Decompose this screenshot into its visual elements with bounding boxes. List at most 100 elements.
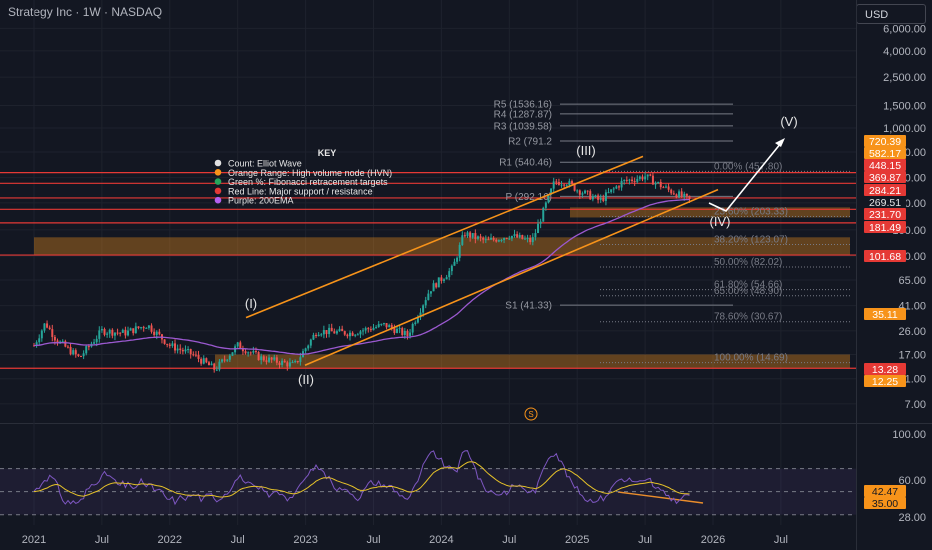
candle-body (500, 240, 503, 242)
wave-label: (I) (245, 296, 257, 311)
candle-body (194, 354, 197, 356)
candle-body (560, 184, 563, 186)
candle-body (153, 331, 156, 335)
candle-body (565, 185, 568, 187)
candle-body (257, 352, 260, 361)
candle-body (484, 239, 487, 241)
candle-body (672, 193, 675, 195)
candle-body (278, 362, 281, 365)
candle-body (411, 324, 414, 333)
price-label-badge (864, 363, 906, 375)
ema-200-line (33, 198, 690, 355)
price-label-badge (864, 159, 906, 171)
axis-separator (856, 0, 857, 550)
candle-body (291, 362, 294, 364)
candle-body (372, 327, 375, 331)
candle-body (189, 349, 192, 355)
osc-value-badge (864, 485, 906, 497)
candle-body (51, 329, 54, 337)
candle-body (40, 330, 43, 339)
candle-body (401, 328, 404, 335)
candle-body (140, 327, 143, 329)
candle-body (270, 357, 273, 360)
price-label-value: 35.11 (872, 309, 898, 321)
candle-body (155, 331, 158, 335)
candle-body (64, 341, 67, 347)
candle-body (176, 348, 179, 351)
candle-body (393, 328, 396, 333)
fib-label: 78.60% (30.67) (714, 312, 782, 323)
candle-body (375, 326, 378, 328)
candle-body (333, 331, 336, 334)
marker-icon (524, 407, 538, 421)
x-tick-label: Jul (366, 534, 380, 546)
candle-body (631, 179, 634, 182)
price-label-value: 269.51 (869, 197, 901, 209)
key-bullet-icon (214, 159, 222, 167)
candle-body (453, 261, 456, 266)
candle-body (66, 346, 69, 348)
candle-body (623, 179, 626, 181)
x-tick-label: Jul (231, 534, 245, 546)
candle-body (281, 360, 284, 365)
x-tick-label: Jul (502, 534, 516, 546)
candle-body (445, 277, 448, 280)
key-bullet-icon (214, 178, 222, 185)
candle-body (607, 192, 610, 194)
candle-body (127, 330, 130, 336)
candle-body (474, 233, 477, 239)
candle-body (46, 323, 49, 328)
y-tick-label: 65.00 (898, 275, 926, 287)
price-label-badge (864, 221, 906, 233)
candle-body (680, 191, 683, 197)
candle-body (213, 363, 216, 370)
candle-body (150, 325, 153, 332)
candle-body (490, 238, 493, 240)
candle-body (262, 356, 265, 361)
candle-body (312, 334, 315, 340)
candle-body (132, 328, 135, 334)
osc-value-label: 42.47 (872, 486, 898, 498)
candle-body (685, 193, 688, 196)
candle-body (320, 334, 323, 336)
candle-body (531, 237, 534, 243)
candle-body (570, 181, 573, 184)
wave-label: (IV) (710, 214, 731, 229)
candle-body (98, 330, 101, 339)
candle-body (74, 350, 77, 355)
y-tick-label: 4,000.00 (883, 46, 926, 58)
key-entry-label: Red Line: Major support / resistance (228, 186, 373, 196)
hvn-range (570, 207, 850, 218)
candle-body (93, 342, 96, 344)
candle-body (450, 265, 453, 272)
price-label-value: 231.70 (869, 209, 901, 221)
candle-body (95, 338, 98, 343)
projection-arrow-head (775, 138, 785, 147)
candle-body (113, 332, 116, 336)
candle-body (620, 180, 623, 188)
candle-body (38, 338, 41, 343)
key-entry-label: Count: Elliot Wave (228, 159, 302, 169)
candle-body (205, 358, 208, 363)
candle-body (108, 329, 111, 334)
candle-body (552, 181, 555, 189)
candle-body (646, 174, 649, 177)
candle-body (192, 354, 195, 356)
fib-label: 61.80% (54.66) (714, 280, 782, 291)
candle-body (137, 326, 140, 329)
candle-body (388, 325, 391, 328)
candle-body (330, 327, 333, 332)
candle-body (260, 356, 263, 361)
osc-tick-label: 60.00 (898, 475, 926, 487)
candle-body (406, 331, 409, 336)
price-label-value: 101.68 (869, 251, 901, 263)
candle-body (273, 357, 276, 360)
candle-body (359, 331, 362, 335)
pivot-label: P (292.16) (505, 192, 552, 203)
candle-body (163, 339, 166, 344)
candle-body (341, 328, 344, 332)
candle-body (510, 235, 513, 239)
candle-body (116, 332, 119, 334)
candle-body (599, 198, 602, 200)
